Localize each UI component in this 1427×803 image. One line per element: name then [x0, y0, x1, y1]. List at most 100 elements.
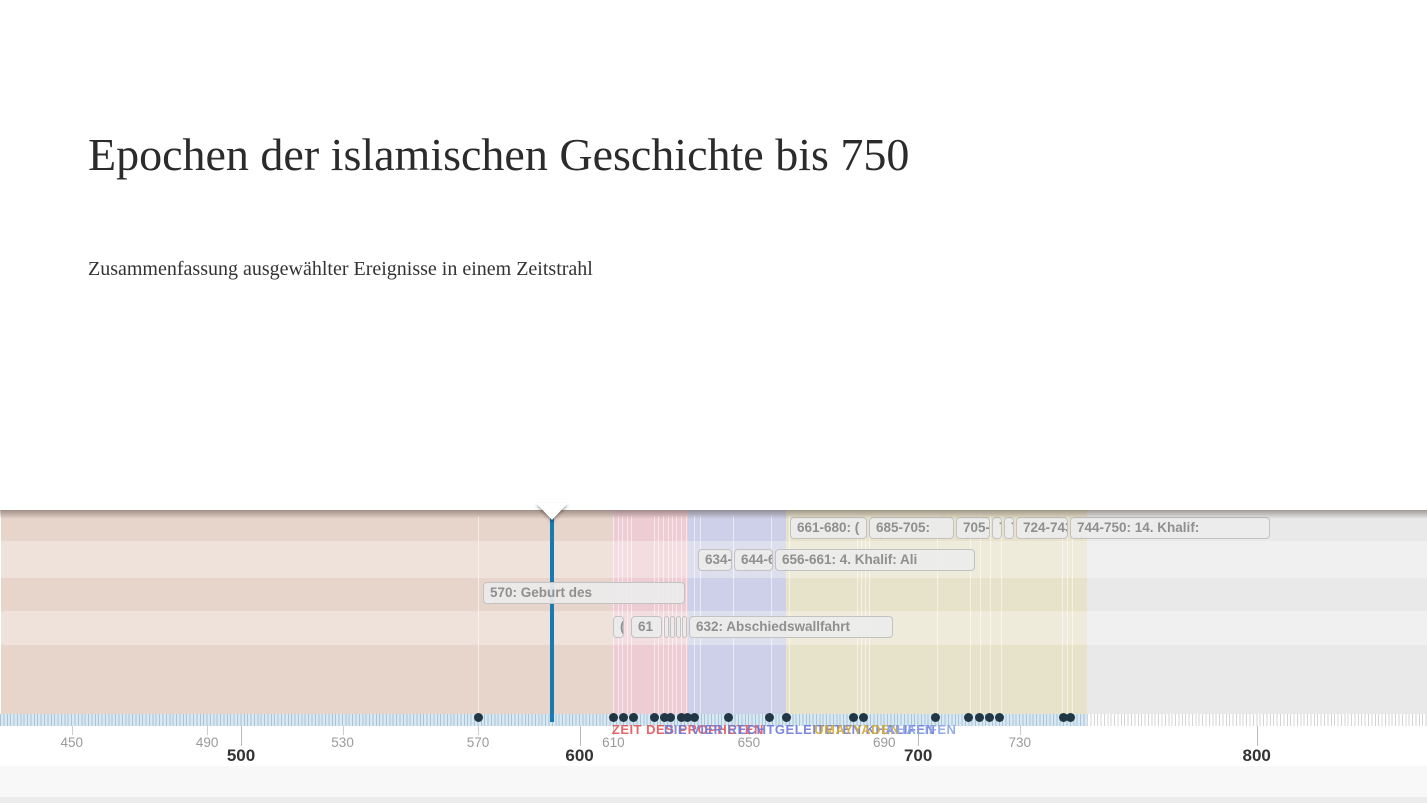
era-labels-layer: ZEIT DES PROPHETEN DIE VIER RECHTGELEITET…	[0, 510, 1427, 803]
axis-tick-minor	[884, 726, 886, 735]
axis-label-major: 800	[1242, 746, 1271, 765]
event-span-line	[654, 516, 656, 714]
event-marker[interactable]: 705-	[956, 517, 990, 539]
event-dot[interactable]	[676, 713, 686, 722]
event-span-line	[1072, 516, 1074, 714]
axis-label-minor: 650	[737, 735, 761, 750]
event-dot[interactable]	[659, 713, 669, 722]
event-span-line	[672, 516, 673, 714]
event-marker[interactable]	[664, 616, 669, 638]
event-dot[interactable]	[849, 713, 859, 722]
event-marker[interactable]: 632: Abschiedswallfahrt	[689, 616, 893, 638]
event-marker-label	[671, 617, 674, 619]
event-marker[interactable]: 570: Geburt des	[483, 582, 685, 604]
event-span-line	[980, 516, 982, 714]
event-span-line	[1001, 516, 1003, 714]
event-span-line	[478, 516, 479, 714]
axis-tick-major	[579, 726, 581, 746]
timeline-ruler[interactable]	[0, 714, 1088, 726]
event-span-line	[1067, 516, 1069, 714]
event-marker[interactable]: 61	[631, 616, 662, 638]
axis-tick-major	[918, 726, 920, 746]
event-dot[interactable]	[649, 713, 659, 722]
event-marker-label: 7	[1005, 518, 1013, 535]
event-span-line	[617, 516, 619, 714]
event-dot[interactable]	[1059, 713, 1069, 722]
event-marker-label: 644-6	[741, 552, 773, 567]
era-label: UMAYYADEN	[814, 722, 901, 737]
event-marker[interactable]: 644-6	[734, 549, 773, 571]
event-dot[interactable]	[994, 713, 1004, 722]
timenav-position-line	[550, 518, 555, 722]
axis-tick-minor	[71, 726, 73, 735]
axis-label-minor: 730	[1008, 735, 1031, 750]
event-marker-label: 724-743	[1023, 520, 1068, 535]
axis-labels-layer: 450 490 530 570 610 650 690 730 500 600 700 800	[0, 510, 1427, 803]
band-zeit-des-propheten	[613, 510, 688, 714]
event-marker[interactable]: 634-	[698, 549, 732, 571]
title-slide: Epochen der islamischen Geschichte bis 7…	[88, 129, 910, 280]
timenav[interactable]: 661-680: (685-705:705-77724-743744-750: …	[0, 503, 1427, 803]
event-dot[interactable]	[781, 713, 791, 722]
era-bands-layer	[0, 510, 1427, 803]
event-marker-label: 685-705:	[876, 520, 931, 535]
event-dot[interactable]	[1065, 713, 1075, 722]
event-span-line	[662, 516, 664, 714]
axis-label-minor: 530	[331, 735, 354, 750]
event-marker-label: (	[614, 617, 623, 634]
event-dot[interactable]	[683, 713, 693, 722]
band-after-750	[1087, 510, 1427, 714]
axis-label-minor: 450	[60, 735, 83, 750]
event-span-line	[676, 516, 678, 714]
event-span-line	[869, 516, 871, 714]
slide-title: Epochen der islamischen Geschichte bis 7…	[88, 129, 910, 180]
event-marker[interactable]	[682, 616, 687, 638]
event-marker[interactable]: 656-661: 4. Khalif: Ali	[775, 549, 975, 571]
band-umayyaden	[786, 510, 1088, 714]
axis-tick-minor	[1019, 726, 1021, 735]
event-marker[interactable]: 7	[992, 517, 1002, 539]
event-dot[interactable]	[964, 713, 974, 722]
event-dot[interactable]	[930, 713, 940, 722]
era-label: DIE VIER RECHTGELEITETEN KHALIFEN	[663, 722, 936, 737]
event-span-line	[861, 516, 863, 714]
event-marker[interactable]	[676, 616, 681, 638]
slide-subtitle: Zusammenfassung ausgewählter Ereignisse …	[88, 258, 593, 280]
axis-label-minor: 490	[195, 735, 219, 750]
event-marker[interactable]: 724-743	[1016, 517, 1068, 539]
event-span-line	[658, 516, 660, 714]
event-marker[interactable]: 661-680: (	[790, 517, 867, 539]
event-span-line	[857, 516, 859, 714]
event-span-line	[681, 516, 683, 714]
event-marker[interactable]: (	[613, 616, 624, 638]
event-marker-label: 634-	[705, 552, 732, 567]
timeline-ruler-extension[interactable]	[1087, 714, 1427, 726]
event-dot[interactable]	[690, 713, 700, 722]
event-dot[interactable]	[608, 713, 618, 722]
event-dot[interactable]	[764, 713, 774, 722]
event-marker[interactable]	[670, 616, 675, 638]
event-marker[interactable]: 7	[1004, 517, 1014, 539]
axis-tick-major	[1256, 726, 1258, 746]
axis-tick-minor	[478, 726, 479, 735]
event-dot[interactable]	[666, 713, 676, 722]
axis-label-major: 700	[903, 746, 933, 765]
event-span-line	[622, 516, 624, 714]
event-dot[interactable]	[724, 713, 734, 722]
event-span-line	[700, 516, 702, 714]
event-marker-label: 744-750: 14. Khalif:	[1077, 520, 1200, 535]
axis-label-minor: 610	[602, 735, 625, 750]
event-dot[interactable]	[629, 713, 639, 722]
event-dots-layer	[0, 510, 1427, 803]
event-dot[interactable]	[473, 713, 483, 722]
band-pre-islam	[0, 510, 614, 714]
event-marker[interactable]: 685-705:	[869, 517, 954, 539]
event-marker[interactable]: 744-750: 14. Khalif:	[1070, 517, 1270, 539]
event-dot[interactable]	[974, 713, 984, 722]
event-dot[interactable]	[859, 713, 869, 722]
axis-tick-minor	[748, 726, 750, 735]
axis-label-major: 500	[226, 746, 256, 765]
event-span-line	[771, 516, 773, 714]
event-dot[interactable]	[984, 713, 994, 722]
event-dot[interactable]	[619, 713, 629, 722]
